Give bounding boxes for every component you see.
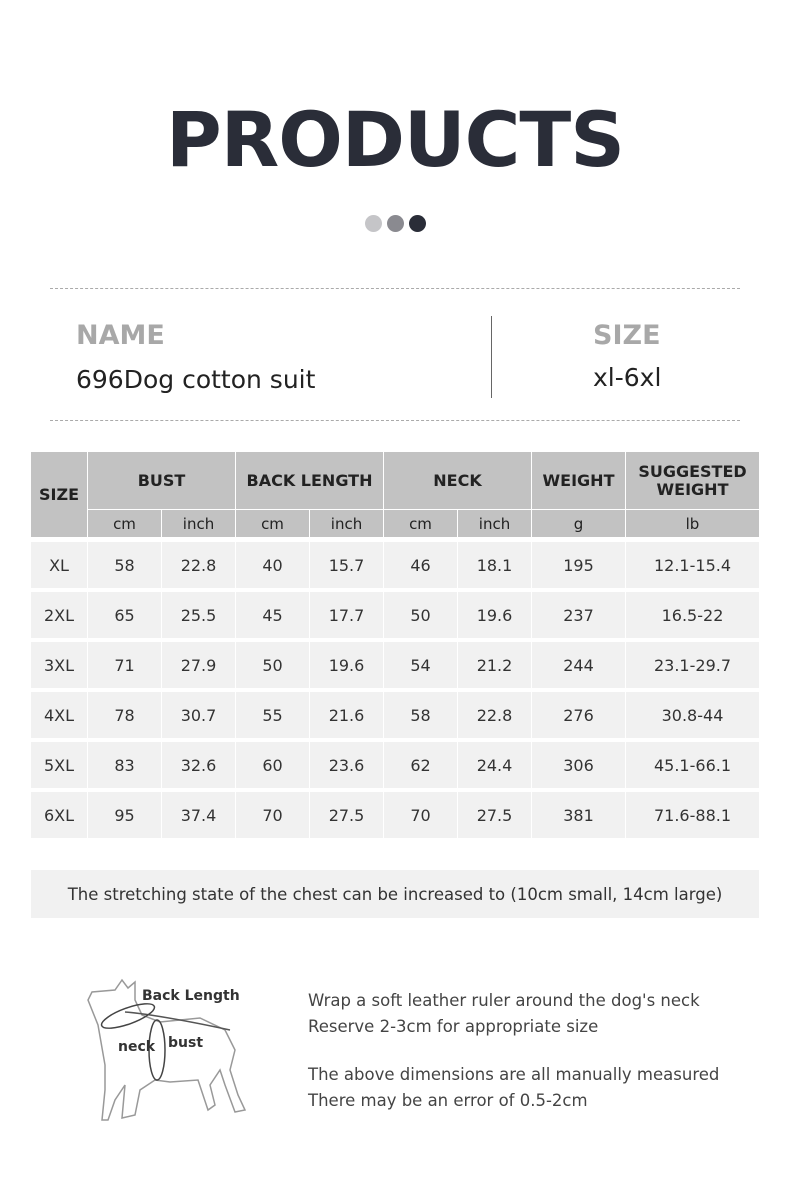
table-cell: 83 xyxy=(88,738,162,788)
divider xyxy=(50,288,740,289)
table-row: 6XL 95 37.4 70 27.5 70 27.5 381 71.6-88.1 xyxy=(31,788,759,838)
dog-measurement-diagram: Back Length neck bust xyxy=(80,970,260,1139)
table-cell: 3XL xyxy=(31,638,88,688)
table-cell: 70 xyxy=(384,788,458,838)
table-cell: 95 xyxy=(88,788,162,838)
table-cell: 30.7 xyxy=(162,688,236,738)
unit-header: cm xyxy=(236,510,310,538)
table-cell: 6XL xyxy=(31,788,88,838)
table-row: 4XL 78 30.7 55 21.6 58 22.8 276 30.8-44 xyxy=(31,688,759,738)
table-cell: 2XL xyxy=(31,588,88,638)
table-row: XL 58 22.8 40 15.7 46 18.1 195 12.1-15.4 xyxy=(31,538,759,588)
dot-dark xyxy=(409,215,426,232)
table-cell: 78 xyxy=(88,688,162,738)
instruction-line: The above dimensions are all manually me… xyxy=(308,1065,720,1084)
table-cell: 23.1-29.7 xyxy=(626,638,759,688)
table-cell: 58 xyxy=(384,688,458,738)
table-cell: 65 xyxy=(88,588,162,638)
table-cell: 58 xyxy=(88,538,162,588)
unit-header: inch xyxy=(458,510,532,538)
table-cell: 62 xyxy=(384,738,458,788)
header-suggested-weight: SUGGESTED WEIGHT xyxy=(626,452,759,510)
table-cell: 60 xyxy=(236,738,310,788)
divider xyxy=(50,420,740,421)
table-cell: 50 xyxy=(384,588,458,638)
instruction-line: Reserve 2-3cm for appropriate size xyxy=(308,1017,599,1036)
table-cell: 46 xyxy=(384,538,458,588)
header-weight: WEIGHT xyxy=(532,452,626,510)
instruction-line: There may be an error of 0.5-2cm xyxy=(308,1091,588,1110)
dot-light xyxy=(365,215,382,232)
table-cell: XL xyxy=(31,538,88,588)
header-back-length: BACK LENGTH xyxy=(236,452,384,510)
divider xyxy=(491,316,492,398)
instructions-measure: The above dimensions are all manually me… xyxy=(308,1062,719,1114)
name-value: 696Dog cotton suit xyxy=(76,365,316,394)
table-cell: 45 xyxy=(236,588,310,638)
header-neck: NECK xyxy=(384,452,532,510)
unit-header: inch xyxy=(310,510,384,538)
table-cell: 55 xyxy=(236,688,310,738)
table-row: 5XL 83 32.6 60 23.6 62 24.4 306 45.1-66.1 xyxy=(31,738,759,788)
table-cell: 306 xyxy=(532,738,626,788)
table-cell: 50 xyxy=(236,638,310,688)
size-value: xl-6xl xyxy=(593,363,662,392)
size-table: SIZE BUST BACK LENGTH NECK WEIGHT SUGGES… xyxy=(31,452,759,838)
table-cell: 17.7 xyxy=(310,588,384,638)
unit-header: inch xyxy=(162,510,236,538)
header-size: SIZE xyxy=(31,452,88,538)
bust-label: bust xyxy=(168,1035,203,1051)
unit-header: lb xyxy=(626,510,759,538)
table-cell: 27.5 xyxy=(458,788,532,838)
table-cell: 23.6 xyxy=(310,738,384,788)
table-cell: 21.6 xyxy=(310,688,384,738)
table-cell: 54 xyxy=(384,638,458,688)
table-cell: 18.1 xyxy=(458,538,532,588)
table-row: 3XL 71 27.9 50 19.6 54 21.2 244 23.1-29.7 xyxy=(31,638,759,688)
back-length-label: Back Length xyxy=(142,988,240,1004)
instructions-neck: Wrap a soft leather ruler around the dog… xyxy=(308,988,700,1040)
table-cell: 19.6 xyxy=(310,638,384,688)
table-cell: 45.1-66.1 xyxy=(626,738,759,788)
table-cell: 16.5-22 xyxy=(626,588,759,638)
table-cell: 32.6 xyxy=(162,738,236,788)
unit-header: cm xyxy=(384,510,458,538)
table-cell: 40 xyxy=(236,538,310,588)
table-cell: 381 xyxy=(532,788,626,838)
header-bust: BUST xyxy=(88,452,236,510)
table-cell: 15.7 xyxy=(310,538,384,588)
table-cell: 70 xyxy=(236,788,310,838)
table-cell: 27.9 xyxy=(162,638,236,688)
table-cell: 4XL xyxy=(31,688,88,738)
neck-label: neck xyxy=(118,1039,156,1055)
page-title: PRODUCTS xyxy=(166,95,625,184)
dog-outline-icon: Back Length neck bust xyxy=(87,978,247,1121)
instruction-line: Wrap a soft leather ruler around the dog… xyxy=(308,991,700,1010)
name-label: NAME xyxy=(76,320,165,351)
table-cell: 21.2 xyxy=(458,638,532,688)
table-cell: 71 xyxy=(88,638,162,688)
table-cell: 30.8-44 xyxy=(626,688,759,738)
unit-header: cm xyxy=(88,510,162,538)
table-row: 2XL 65 25.5 45 17.7 50 19.6 237 16.5-22 xyxy=(31,588,759,638)
table-cell: 195 xyxy=(532,538,626,588)
table-cell: 27.5 xyxy=(310,788,384,838)
table-cell: 22.8 xyxy=(162,538,236,588)
dot-mid xyxy=(387,215,404,232)
table-cell: 19.6 xyxy=(458,588,532,638)
table-cell: 25.5 xyxy=(162,588,236,638)
size-label: SIZE xyxy=(593,320,661,351)
stretch-note: The stretching state of the chest can be… xyxy=(31,870,759,918)
decorative-dots xyxy=(365,215,426,232)
table-cell: 12.1-15.4 xyxy=(626,538,759,588)
table-cell: 276 xyxy=(532,688,626,738)
table-cell: 37.4 xyxy=(162,788,236,838)
table-cell: 5XL xyxy=(31,738,88,788)
table-cell: 237 xyxy=(532,588,626,638)
table-cell: 22.8 xyxy=(458,688,532,738)
table-cell: 71.6-88.1 xyxy=(626,788,759,838)
unit-header: g xyxy=(532,510,626,538)
table-cell: 24.4 xyxy=(458,738,532,788)
table-cell: 244 xyxy=(532,638,626,688)
